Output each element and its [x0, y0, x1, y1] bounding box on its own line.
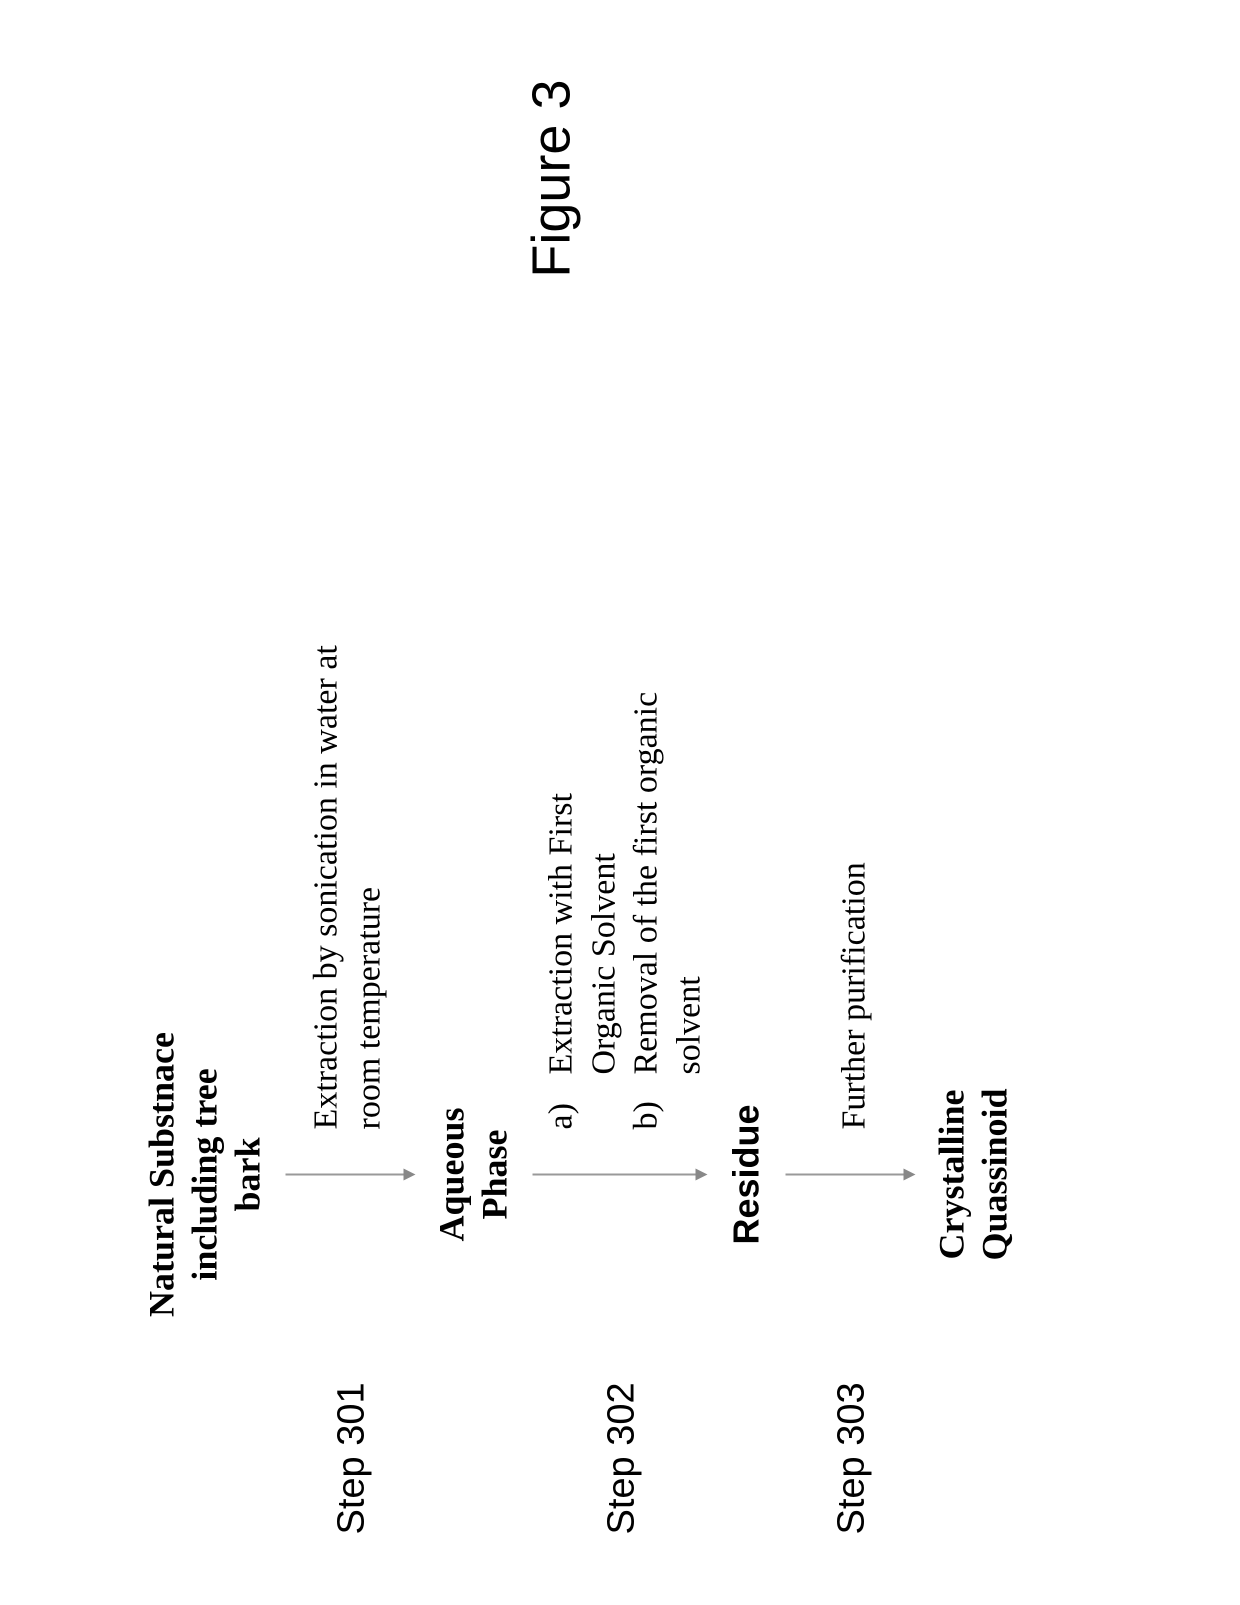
- step-302-a-line1: Extraction with First: [541, 793, 584, 1074]
- step-301-desc-line2: room temperature: [348, 645, 391, 1129]
- step-303-desc: Further purification: [836, 862, 874, 1129]
- node-start: Natural Substnace including tree bark: [141, 1015, 271, 1335]
- step-303-desc-line1: Further purification: [836, 862, 874, 1129]
- arrow-1-head: [404, 1169, 416, 1181]
- figure-label: Figure 3: [521, 80, 583, 278]
- step-302-b-line1: Removal of the first organic: [626, 692, 669, 1075]
- arrow-2-line: [533, 1174, 698, 1176]
- step-302-b-line2: solvent: [668, 692, 711, 1075]
- node-residue: Residue: [726, 1090, 768, 1260]
- aqueous-line2: Phase: [474, 1085, 517, 1265]
- step-303-label: Step 303: [831, 1382, 874, 1534]
- step-302-label: Step 302: [601, 1382, 644, 1534]
- crystalline-line2: Quassinoid: [974, 1065, 1017, 1285]
- node-aqueous: Aqueous Phase: [431, 1085, 517, 1265]
- arrow-3-head: [904, 1169, 916, 1181]
- crystalline-line1: Crystalline: [931, 1065, 974, 1285]
- arrow-1-line: [286, 1174, 406, 1176]
- step-301-label: Step 301: [331, 1382, 374, 1534]
- step-302-desc: a) Extraction with First Organic Solvent…: [541, 692, 711, 1130]
- step-302-a-line2: Organic Solvent: [583, 793, 626, 1074]
- arrow-3-line: [786, 1174, 906, 1176]
- residue-line1: Residue: [726, 1090, 768, 1260]
- rotated-canvas: Natural Substnace including tree bark St…: [1, 0, 1240, 1605]
- start-line1: Natural Substnace: [141, 1015, 184, 1335]
- step-301-desc: Extraction by sonication in water at roo…: [306, 645, 391, 1129]
- start-line3: bark: [227, 1015, 270, 1335]
- start-line2: including tree: [184, 1015, 227, 1335]
- arrow-2-head: [696, 1169, 708, 1181]
- aqueous-line1: Aqueous: [431, 1085, 474, 1265]
- node-crystalline: Crystalline Quassinoid: [931, 1065, 1017, 1285]
- step-301-desc-line1: Extraction by sonication in water at: [306, 645, 349, 1129]
- step-302-b-prefix: b): [626, 1075, 711, 1130]
- step-302-a-prefix: a): [541, 1075, 626, 1130]
